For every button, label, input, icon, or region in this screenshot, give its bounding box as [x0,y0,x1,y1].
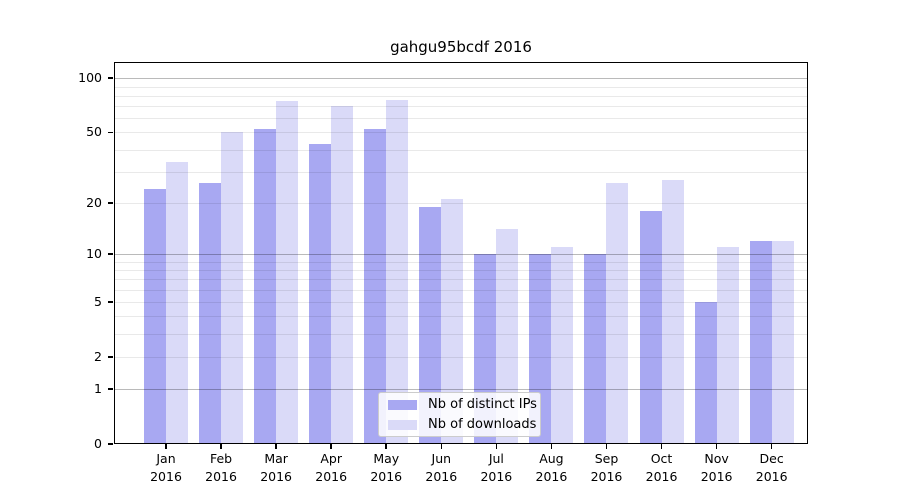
bar-distinct-ips-dec [749,240,772,444]
gridline-6 [114,289,808,291]
bar-downloads-aug [551,247,574,444]
x-tick-label-jul: Jul 2016 [480,451,513,484]
y-tick-label-2: 2 [94,348,102,364]
bar-distinct-ips-oct [639,210,662,444]
gridline-60 [114,118,808,120]
y-tick-1 [108,388,113,390]
x-tick-sep [605,444,608,449]
gridline-4 [114,316,808,318]
x-tick-label-oct: Oct 2016 [645,451,678,484]
gridline-2 [114,356,808,358]
bar-distinct-ips-jun [419,206,442,444]
bar-downloads-jul [496,229,519,444]
y-tick-2 [108,356,113,358]
x-tick-feb [220,444,222,449]
y-tick-label-20: 20 [86,194,102,210]
y-tick-label-10: 10 [86,245,102,261]
plot-area [114,62,808,444]
bar-downloads-jun [441,199,464,444]
bar-distinct-ips-jan [144,188,166,444]
bar-downloads-dec [771,240,794,444]
gridline-9 [114,261,808,263]
distinct-ips-swatch-icon [388,399,417,410]
bar-downloads-may [386,99,409,444]
x-tick-mar [275,444,277,449]
bar-distinct-ips-may [364,129,387,444]
y-tick-label-100: 100 [78,70,102,86]
x-tick-may [385,444,388,449]
bar-downloads-mar [276,100,299,444]
legend: Nb of distinct IPs Nb of downloads [378,392,541,437]
bar-distinct-ips-feb [199,182,222,444]
y-tick-100 [108,77,113,80]
gridline-70 [114,106,808,108]
gridline-20 [114,202,808,204]
gridline-30 [114,171,808,173]
y-tick-20 [108,201,113,204]
gridline-8 [114,269,808,271]
x-tick-label-mar: Mar 2016 [260,451,293,484]
x-tick-jul [495,444,498,449]
y-tick-50 [108,131,113,134]
bar-downloads-nov [716,247,739,444]
x-tick-label-nov: Nov 2016 [700,451,733,484]
x-tick-label-apr: Apr 2016 [315,451,348,484]
legend-row-distinct-ips: Nb of distinct IPs [379,396,540,413]
x-tick-label-dec: Dec 2016 [755,451,788,484]
legend-label-distinct-ips: Nb of distinct IPs [428,397,537,412]
y-tick-label-1: 1 [94,381,102,397]
chart-title: gahgu95bcdf 2016 [390,38,532,56]
gridline-40 [114,149,808,151]
bar-distinct-ips-nov [694,302,717,444]
x-tick-label-may: May 2016 [370,451,403,484]
y-tick-label-50: 50 [86,124,102,140]
x-tick-aug [550,444,553,449]
y-tick-0 [108,443,113,445]
x-tick-jan [165,444,167,449]
gridline-100 [114,78,808,80]
gridline-50 [114,132,808,134]
x-tick-label-jan: Jan 2016 [150,451,182,484]
gridline-7 [114,279,808,281]
bar-downloads-oct [661,179,684,444]
gridline-3 [114,334,808,336]
y-tick-label-5: 5 [94,294,102,309]
legend-row-downloads: Nb of downloads [379,416,540,433]
bar-downloads-jan [166,162,188,444]
legend-label-downloads: Nb of downloads [428,417,537,432]
x-tick-nov [715,444,718,449]
gridline-5 [114,302,808,303]
bar-downloads-sep [606,182,629,444]
y-tick-10 [108,253,113,255]
gridline-80 [114,95,808,97]
gridline-10 [114,253,808,255]
bar-downloads-apr [331,106,354,444]
x-tick-label-feb: Feb 2016 [205,451,237,484]
downloads-swatch-icon [388,419,417,430]
bar-downloads-feb [221,132,244,444]
gridline-1 [114,389,808,391]
x-tick-apr [330,444,332,449]
x-tick-label-aug: Aug 2016 [535,451,568,484]
bar-distinct-ips-apr [309,144,332,444]
x-tick-label-sep: Sep 2016 [590,451,623,484]
gridline-90 [114,86,808,88]
x-tick-dec [770,444,773,449]
x-tick-label-jun: Jun 2016 [425,451,458,484]
y-tick-label-0: 0 [94,436,102,451]
x-tick-jun [440,444,443,449]
y-tick-5 [108,301,113,303]
bar-distinct-ips-sep [584,253,607,444]
x-tick-oct [660,444,663,449]
bar-distinct-ips-mar [254,129,277,444]
